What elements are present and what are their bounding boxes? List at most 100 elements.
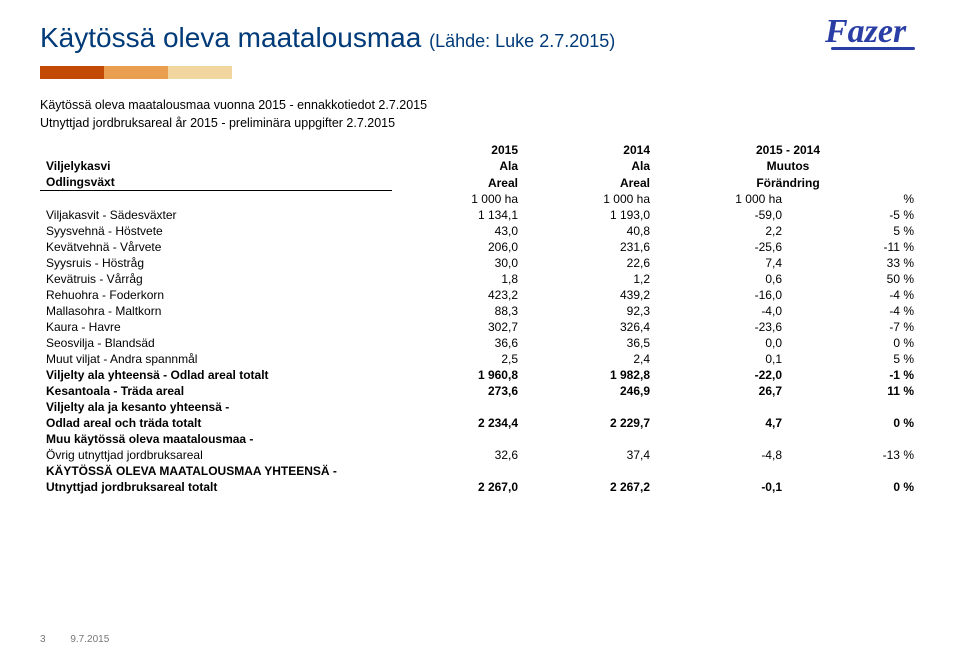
table-row: Kevätvehnä - Vårvete206,0231,6-25,6-11 % [40, 239, 920, 255]
cell-label: Kesantoala - Träda areal [40, 383, 392, 399]
row-cult-fallow-total: Odlad areal och träda totalt 2 234,4 2 2… [40, 415, 920, 431]
cell: 0,6 [656, 271, 788, 287]
table-row: Mallasohra - Maltkorn88,392,3-4,0-4 % [40, 303, 920, 319]
cell: 22,6 [524, 255, 656, 271]
cell: 43,0 [392, 223, 524, 239]
cell: 4,7 [656, 415, 788, 431]
cell-label: Muu käytössä oleva maatalousmaa - [40, 431, 920, 447]
table-row: Muut viljat - Andra spannmål2,52,40,15 % [40, 351, 920, 367]
cell-label: Rehuohra - Foderkorn [40, 287, 392, 303]
hdr-ala-1: Ala [392, 158, 524, 174]
hdr-areal-2: Areal [524, 174, 656, 191]
cell: 2,5 [392, 351, 524, 367]
cell: -5 % [788, 207, 920, 223]
row-other-value: Övrig utnyttjad jordbruksareal 32,6 37,4… [40, 447, 920, 463]
footer-date: 9.7.2015 [70, 634, 109, 645]
cell: 439,2 [524, 287, 656, 303]
cell: -4 % [788, 303, 920, 319]
cell: -23,6 [656, 319, 788, 335]
table-header-years: 2015 2014 2015 - 2014 [40, 142, 920, 158]
cell: -25,6 [656, 239, 788, 255]
cell: 1 193,0 [524, 207, 656, 223]
table-header-units: 1 000 ha 1 000 ha 1 000 ha % [40, 191, 920, 207]
table-row: Rehuohra - Foderkorn423,2439,2-16,0-4 % [40, 287, 920, 303]
hdr-forandring: Förändring [656, 174, 920, 191]
cell: 0 % [788, 479, 920, 495]
row-fallow: Kesantoala - Träda areal 273,6 246,9 26,… [40, 383, 920, 399]
title-accent-bar [40, 64, 920, 82]
cell-label: Kevätruis - Vårråg [40, 271, 392, 287]
table-row: Syysvehnä - Höstvete43,040,82,25 % [40, 223, 920, 239]
cell: 246,9 [524, 383, 656, 399]
cell: 1 134,1 [392, 207, 524, 223]
cell: 36,5 [524, 335, 656, 351]
subtitle-line-1: Käytössä oleva maatalousmaa vuonna 2015 … [40, 98, 427, 112]
bar-seg-3 [168, 66, 232, 79]
cell: -22,0 [656, 367, 788, 383]
cell-label: Viljelty ala yhteensä - Odlad areal tota… [40, 367, 392, 383]
cell: 88,3 [392, 303, 524, 319]
row-grand-total: Utnyttjad jordbruksareal totalt 2 267,0 … [40, 479, 920, 495]
logo-text: Fazer [825, 13, 907, 50]
data-table: 2015 2014 2015 - 2014 Viljelykasvi Ala A… [40, 142, 920, 495]
cell-label: Mallasohra - Maltkorn [40, 303, 392, 319]
hdr-year-2015: 2015 [392, 142, 524, 158]
cell: 1 982,8 [524, 367, 656, 383]
hdr-crop-fi: Viljelykasvi [40, 158, 392, 174]
hdr-ala-2: Ala [524, 158, 656, 174]
hdr-areal-1: Areal [392, 174, 524, 191]
cell: -59,0 [656, 207, 788, 223]
table-row: Seosvilja - Blandsäd36,636,50,00 % [40, 335, 920, 351]
cell: 11 % [788, 383, 920, 399]
cell: 206,0 [392, 239, 524, 255]
hdr-unit-4: % [788, 191, 920, 207]
cell: 5 % [788, 351, 920, 367]
cell: 36,6 [392, 335, 524, 351]
cell-label: Övrig utnyttjad jordbruksareal [40, 447, 392, 463]
cell: -1 % [788, 367, 920, 383]
cell-label: Seosvilja - Blandsäd [40, 335, 392, 351]
title-main: Käytössä oleva maatalousmaa [40, 22, 421, 53]
cell: -4,8 [656, 447, 788, 463]
cell: 50 % [788, 271, 920, 287]
hdr-unit-1: 1 000 ha [392, 191, 524, 207]
slide: Fazer Käytössä oleva maatalousmaa (Lähde… [0, 0, 960, 657]
cell: 30,0 [392, 255, 524, 271]
cell-label: KÄYTÖSSÄ OLEVA MAATALOUSMAA YHTEENSÄ - [40, 463, 920, 479]
cell: 92,3 [524, 303, 656, 319]
cell-label: Odlad areal och träda totalt [40, 415, 392, 431]
cell: -0,1 [656, 479, 788, 495]
page-footer: 3 9.7.2015 [40, 634, 109, 645]
cell: 0,1 [656, 351, 788, 367]
bar-seg-1 [40, 66, 104, 79]
title-source: (Lähde: Luke 2.7.2015) [429, 31, 615, 51]
cell: 1,2 [524, 271, 656, 287]
table-row: Kaura - Havre302,7326,4-23,6-7 % [40, 319, 920, 335]
row-cult-fallow-heading: Viljelty ala ja kesanto yhteensä - [40, 399, 920, 415]
cell: -13 % [788, 447, 920, 463]
cell: 0 % [788, 415, 920, 431]
row-grand-total-heading: KÄYTÖSSÄ OLEVA MAATALOUSMAA YHTEENSÄ - [40, 463, 920, 479]
cell: 2 234,4 [392, 415, 524, 431]
hdr-unit-3: 1 000 ha [656, 191, 788, 207]
table-header-labels-1: Viljelykasvi Ala Ala Muutos [40, 158, 920, 174]
cell: 273,6 [392, 383, 524, 399]
cell: 2,2 [656, 223, 788, 239]
cell: 0,0 [656, 335, 788, 351]
cell: -4,0 [656, 303, 788, 319]
cell: 2 267,2 [524, 479, 656, 495]
cell: -11 % [788, 239, 920, 255]
cell-label: Utnyttjad jordbruksareal totalt [40, 479, 392, 495]
cell: -16,0 [656, 287, 788, 303]
cell: -7 % [788, 319, 920, 335]
cell: 32,6 [392, 447, 524, 463]
cell: 2 267,0 [392, 479, 524, 495]
cell: 0 % [788, 335, 920, 351]
brand-logo: Fazer [825, 8, 930, 59]
cell: 7,4 [656, 255, 788, 271]
table-row: Viljakasvit - Sädesväxter1 134,11 193,0-… [40, 207, 920, 223]
cell-label: Viljelty ala ja kesanto yhteensä - [40, 399, 920, 415]
cell: 40,8 [524, 223, 656, 239]
hdr-year-2014: 2014 [524, 142, 656, 158]
hdr-year-range: 2015 - 2014 [656, 142, 920, 158]
